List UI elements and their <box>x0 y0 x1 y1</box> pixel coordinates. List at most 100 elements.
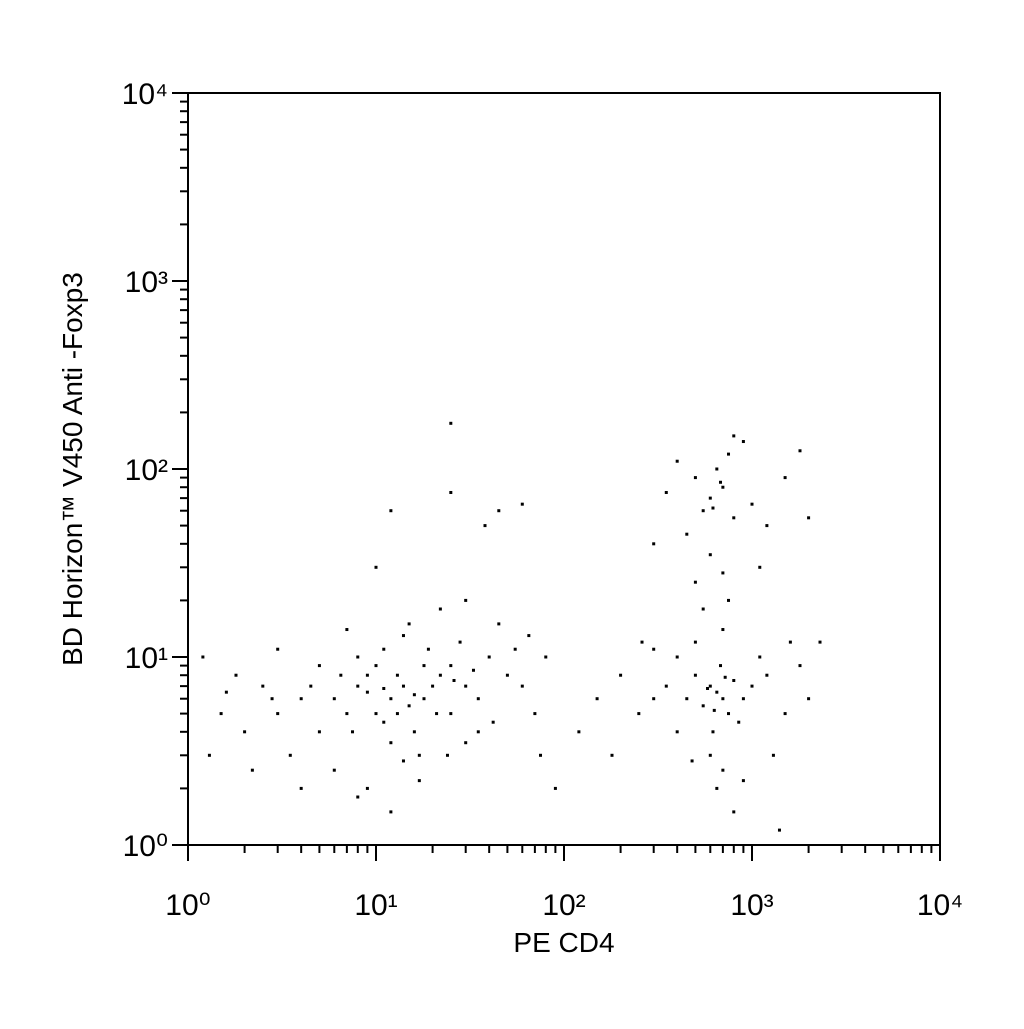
data-point <box>783 712 787 716</box>
data-point <box>693 640 697 644</box>
data-point <box>664 684 668 688</box>
data-point <box>771 753 775 757</box>
data-point <box>664 490 668 494</box>
data-point <box>701 607 705 611</box>
data-point <box>798 664 802 668</box>
data-point <box>483 524 487 528</box>
data-point <box>788 640 792 644</box>
data-point <box>527 634 531 638</box>
data-point <box>818 640 822 644</box>
data-point <box>701 704 705 708</box>
data-point <box>715 786 719 790</box>
data-point <box>299 697 303 701</box>
data-point <box>719 664 723 668</box>
data-point <box>637 712 641 716</box>
data-point <box>765 524 769 528</box>
x-tick-label: 10³ <box>730 889 773 922</box>
data-point <box>732 810 736 814</box>
data-point <box>685 697 689 701</box>
data-point <box>727 452 731 456</box>
data-point <box>533 712 537 716</box>
y-tick-label: 10¹ <box>125 642 168 675</box>
data-point <box>721 571 725 575</box>
data-point <box>458 640 462 644</box>
data-point <box>471 668 475 672</box>
data-point <box>708 753 712 757</box>
data-point <box>219 712 223 716</box>
data-point <box>356 684 360 688</box>
data-point <box>464 684 468 688</box>
data-point <box>539 753 543 757</box>
data-point <box>777 828 781 832</box>
data-point <box>520 502 524 506</box>
data-point <box>708 496 712 500</box>
data-point <box>708 553 712 557</box>
data-point <box>652 697 656 701</box>
data-point <box>407 622 411 626</box>
data-point <box>732 434 736 438</box>
data-point <box>721 697 725 701</box>
data-point <box>737 720 741 724</box>
data-point <box>332 697 336 701</box>
data-point <box>382 720 386 724</box>
data-point <box>464 598 468 602</box>
data-point <box>449 421 453 425</box>
x-tick-label: 10² <box>542 889 585 922</box>
data-point <box>395 712 399 716</box>
data-point <box>807 697 811 701</box>
y-tick-label: 10⁰ <box>123 830 168 863</box>
data-point <box>270 697 274 701</box>
data-point <box>711 730 715 734</box>
data-point <box>356 655 360 659</box>
data-point <box>685 532 689 536</box>
data-point <box>675 730 679 734</box>
data-point <box>520 684 524 688</box>
data-point <box>234 673 238 677</box>
data-point <box>690 759 694 763</box>
data-point <box>727 712 731 716</box>
data-point <box>365 786 369 790</box>
data-point <box>449 712 453 716</box>
data-point <box>261 684 265 688</box>
data-point <box>351 730 355 734</box>
data-point <box>721 485 725 489</box>
data-point <box>750 502 754 506</box>
data-point <box>721 628 725 632</box>
data-point <box>732 516 736 520</box>
data-point <box>412 693 416 697</box>
data-point <box>732 678 736 682</box>
data-point <box>422 664 426 668</box>
data-point <box>389 810 393 814</box>
x-tick-label: 10⁴ <box>917 889 963 922</box>
data-point <box>276 647 280 651</box>
data-point <box>497 622 501 626</box>
y-tick-label: 10² <box>125 454 168 487</box>
data-point <box>431 684 435 688</box>
data-point <box>317 730 321 734</box>
data-point <box>345 712 349 716</box>
data-point <box>544 655 548 659</box>
data-point <box>401 634 405 638</box>
data-point <box>449 490 453 494</box>
data-point <box>706 686 710 690</box>
data-point <box>715 690 719 694</box>
x-tick-label: 10¹ <box>354 889 397 922</box>
data-point <box>356 795 360 799</box>
data-point <box>487 655 491 659</box>
data-point <box>652 647 656 651</box>
data-point <box>711 506 715 510</box>
data-point <box>345 628 349 632</box>
data-point <box>309 684 313 688</box>
data-point <box>491 720 495 724</box>
data-point <box>288 753 292 757</box>
data-point <box>389 509 393 513</box>
y-axis-title: BD Horizon™ V450 Anti -Foxp3 <box>57 272 88 666</box>
data-point <box>365 690 369 694</box>
data-point <box>224 690 228 694</box>
x-tick-label: 10⁰ <box>165 889 210 922</box>
data-point <box>476 697 480 701</box>
data-point <box>640 640 644 644</box>
data-point <box>317 664 321 668</box>
data-point <box>299 786 303 790</box>
